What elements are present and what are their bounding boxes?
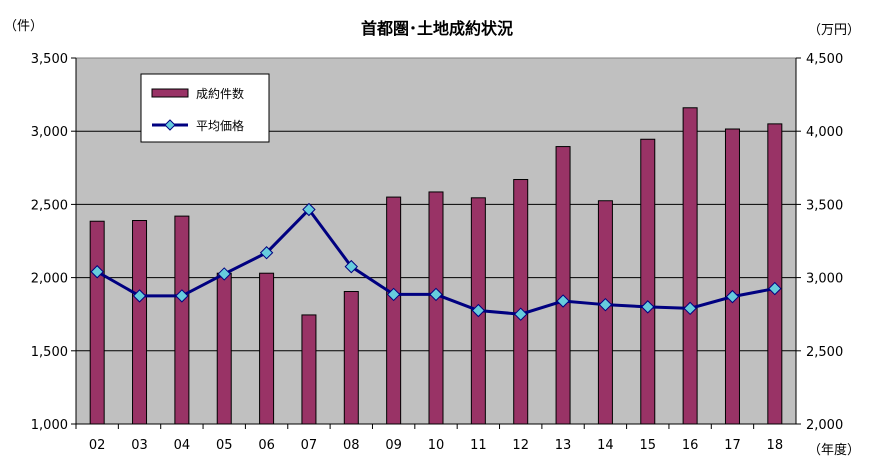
bar — [682, 107, 698, 425]
x-tick-label: 06 — [258, 438, 275, 453]
line-point — [471, 303, 486, 318]
line-point — [768, 281, 782, 296]
line-point — [132, 289, 147, 303]
legend-line-marker — [164, 119, 176, 131]
right-tick-label: 2,500 — [806, 345, 843, 360]
line-point — [175, 289, 189, 303]
line-point — [429, 287, 443, 302]
left-tick-label: 1,500 — [31, 345, 68, 360]
x-tick-label: 07 — [301, 438, 318, 453]
left-tick-label: 3,000 — [31, 125, 68, 140]
right-tick-label: 2,000 — [806, 418, 843, 433]
bar — [555, 146, 571, 425]
left-tick-label: 2,500 — [31, 198, 68, 213]
x-tick-label: 12 — [512, 438, 529, 453]
bar — [513, 179, 529, 425]
x-tick-label: 15 — [639, 438, 656, 453]
x-tick-label: 18 — [767, 438, 784, 453]
left-tick-label: 3,500 — [31, 52, 68, 67]
bar — [259, 272, 275, 425]
bar — [174, 215, 190, 425]
right-tick-label: 3,000 — [806, 272, 843, 287]
line-point — [556, 294, 570, 308]
line-point — [217, 267, 231, 281]
x-tick-label: 05 — [216, 438, 233, 453]
x-tick-label: 09 — [385, 438, 402, 453]
right-tick-label: 3,500 — [806, 198, 843, 213]
x-tick-label: 16 — [682, 438, 699, 453]
bar — [767, 123, 783, 425]
left-tick-label: 2,000 — [31, 272, 68, 287]
line-point — [386, 287, 401, 302]
bar — [89, 220, 105, 425]
x-axis-unit-label: （年度） — [808, 442, 860, 458]
bar — [386, 196, 402, 425]
bar — [640, 138, 656, 425]
bar — [301, 314, 317, 425]
x-tick-label: 10 — [428, 438, 445, 453]
x-tick-label: 02 — [89, 438, 106, 453]
bar — [597, 200, 613, 425]
x-tick-label: 03 — [131, 438, 148, 453]
left-tick-label: 1,000 — [31, 418, 68, 433]
line-point — [90, 265, 104, 279]
line-point — [344, 259, 359, 274]
bar — [428, 191, 444, 425]
x-tick-label: 11 — [470, 438, 487, 453]
chart-title: 首都圏･土地成約状況 — [361, 19, 513, 38]
right-axis-unit-label: （万円） — [808, 23, 860, 38]
legend — [140, 73, 270, 143]
x-tick-label: 17 — [724, 438, 741, 453]
line-point — [725, 289, 740, 304]
bar — [132, 220, 148, 425]
legend-label: 成約件数 — [196, 86, 244, 101]
x-tick-label: 13 — [555, 438, 572, 453]
left-axis-unit-label: （件） — [4, 19, 43, 34]
line-point — [598, 297, 613, 312]
line-point — [641, 300, 655, 314]
line-point — [259, 246, 274, 260]
right-tick-label: 4,000 — [806, 125, 843, 140]
legend-bar-swatch — [151, 88, 189, 98]
line-point — [302, 202, 316, 217]
bar — [724, 128, 740, 425]
legend-label: 平均価格 — [196, 118, 244, 133]
right-tick-label: 4,500 — [806, 52, 843, 67]
bar — [343, 291, 359, 425]
line-point — [683, 301, 697, 316]
x-tick-label: 14 — [597, 438, 614, 453]
bar — [216, 272, 232, 425]
x-tick-label: 04 — [174, 438, 191, 453]
line-point — [513, 307, 528, 321]
x-tick-label: 08 — [343, 438, 360, 453]
